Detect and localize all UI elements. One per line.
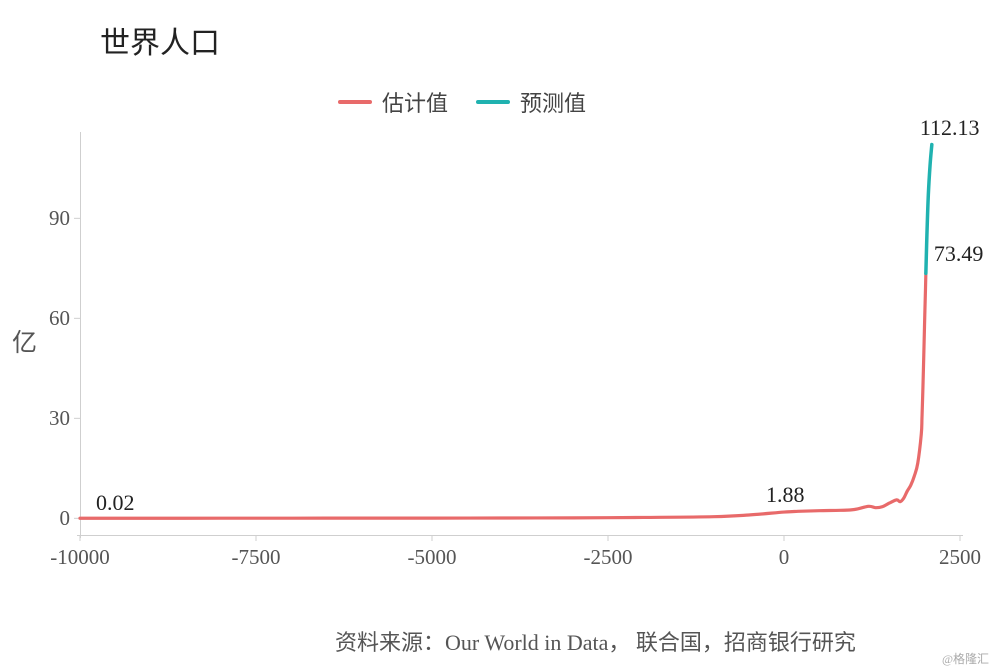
data-annotation: 112.13 (920, 115, 980, 141)
watermark: @格隆汇 (942, 650, 989, 667)
x-tick-label: -2500 (548, 545, 668, 570)
x-tick-label: -10000 (20, 545, 140, 570)
x-tick-label: 0 (724, 545, 844, 570)
y-tick-label: 60 (49, 306, 70, 331)
y-tick-label: 90 (49, 206, 70, 231)
series-projection (926, 145, 932, 274)
source-text: 资料来源：Our World in Data， 联合国，招商银行研究 (335, 625, 856, 657)
plot-area (0, 0, 1000, 667)
x-tick-label: 2500 (900, 545, 1000, 570)
x-tick-label: -5000 (372, 545, 492, 570)
data-annotation: 73.49 (934, 241, 984, 267)
y-tick-label: 0 (60, 506, 71, 531)
chart-container: 世界人口 估计值 预测值 亿 资料来源：Our World in Data， 联… (0, 0, 1000, 667)
x-tick-label: -7500 (196, 545, 316, 570)
data-annotation: 0.02 (96, 490, 135, 516)
data-annotation: 1.88 (766, 482, 805, 508)
y-tick-label: 30 (49, 406, 70, 431)
